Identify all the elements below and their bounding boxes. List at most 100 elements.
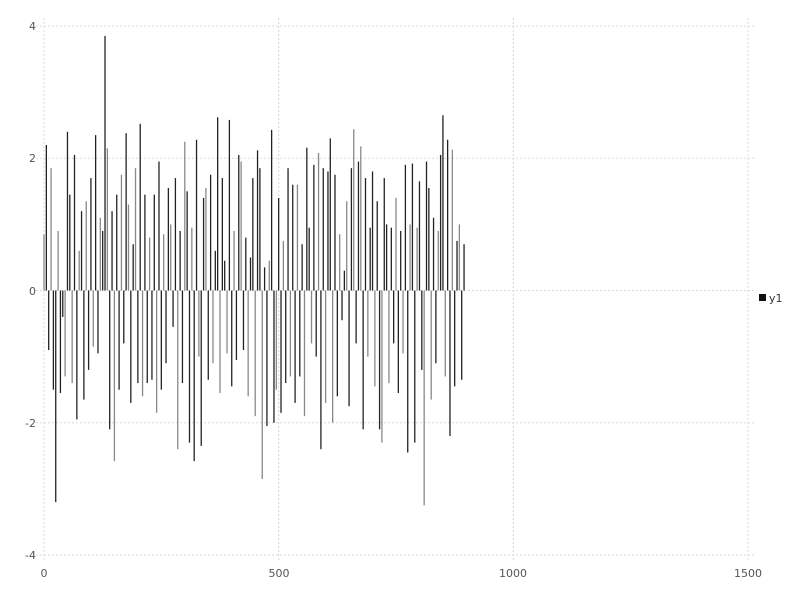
bar	[191, 227, 193, 291]
bar	[456, 240, 458, 291]
bar	[155, 290, 158, 413]
bar	[76, 290, 78, 420]
bar	[416, 227, 418, 291]
bar	[385, 224, 388, 291]
bar	[463, 244, 465, 291]
bar	[383, 178, 385, 291]
bar	[97, 290, 99, 354]
bar	[209, 174, 212, 291]
bar	[254, 290, 256, 417]
bar	[306, 147, 308, 291]
bar	[324, 290, 327, 403]
bar	[123, 290, 125, 344]
bar	[172, 290, 174, 327]
bar	[357, 161, 360, 291]
bar	[360, 146, 362, 291]
bar	[102, 230, 104, 291]
bar	[118, 290, 120, 390]
bar	[336, 290, 338, 397]
bar	[397, 290, 399, 393]
bar	[303, 290, 306, 417]
y-axis-ticks: 4 2 0 -2 -4	[25, 20, 36, 562]
bar	[327, 171, 329, 291]
bar	[285, 290, 287, 384]
bar	[212, 290, 214, 364]
bar	[287, 168, 289, 291]
bar	[127, 204, 130, 291]
bar	[446, 139, 449, 291]
bar	[177, 290, 179, 450]
bar	[282, 240, 285, 291]
bar	[57, 230, 59, 291]
bar	[388, 290, 390, 384]
legend[interactable]: y1	[759, 292, 783, 305]
y-tick-label: 0	[29, 285, 36, 298]
bar	[144, 194, 146, 291]
bar	[400, 230, 402, 291]
bar	[195, 139, 198, 291]
bar	[62, 290, 64, 317]
bar	[90, 178, 92, 291]
bar	[322, 168, 324, 291]
bar	[52, 290, 55, 390]
bar	[69, 194, 71, 291]
bar	[148, 237, 151, 291]
bars	[43, 35, 465, 506]
bar	[367, 290, 369, 357]
y-tick-label: -4	[25, 549, 36, 562]
bar	[113, 290, 116, 462]
bar	[120, 174, 123, 291]
bar	[233, 230, 235, 291]
bar	[198, 290, 200, 357]
bar	[355, 290, 357, 344]
y-tick-label: 2	[29, 152, 36, 165]
x-tick-label: 500	[269, 567, 290, 580]
bar	[350, 168, 353, 291]
bar	[245, 237, 247, 291]
bar	[451, 149, 453, 291]
bar	[73, 154, 76, 291]
bar	[235, 290, 238, 360]
bar	[343, 270, 346, 291]
bar	[449, 290, 451, 436]
bar	[217, 117, 219, 291]
bar	[371, 171, 374, 291]
bar	[261, 290, 263, 479]
bar	[231, 290, 233, 387]
bar	[116, 194, 118, 291]
bar	[85, 201, 87, 291]
bar	[205, 188, 207, 291]
bar	[226, 290, 228, 354]
bar	[439, 154, 442, 291]
bar	[134, 168, 137, 291]
bar	[299, 290, 301, 377]
bar	[259, 168, 261, 291]
bar	[174, 178, 177, 291]
bar	[167, 188, 170, 291]
bar	[423, 290, 425, 506]
bar	[334, 174, 336, 291]
bar	[66, 131, 69, 291]
bar	[348, 290, 350, 407]
bar	[207, 290, 209, 380]
legend-swatch	[759, 294, 766, 301]
bar	[109, 290, 111, 430]
y-tick-label: -2	[25, 417, 36, 430]
bar	[139, 123, 141, 291]
bar	[249, 257, 252, 291]
bar	[130, 290, 132, 403]
bar	[411, 163, 414, 291]
x-tick-label: 1500	[734, 567, 762, 580]
bar	[252, 178, 254, 291]
bar	[240, 161, 242, 291]
bar	[301, 244, 303, 291]
bar	[141, 290, 144, 397]
bar	[87, 290, 90, 370]
bar	[146, 290, 148, 384]
bar	[435, 290, 437, 364]
bar	[425, 161, 428, 291]
bar	[263, 267, 266, 291]
bar	[158, 161, 160, 291]
bar	[315, 290, 317, 357]
bar	[289, 290, 292, 377]
